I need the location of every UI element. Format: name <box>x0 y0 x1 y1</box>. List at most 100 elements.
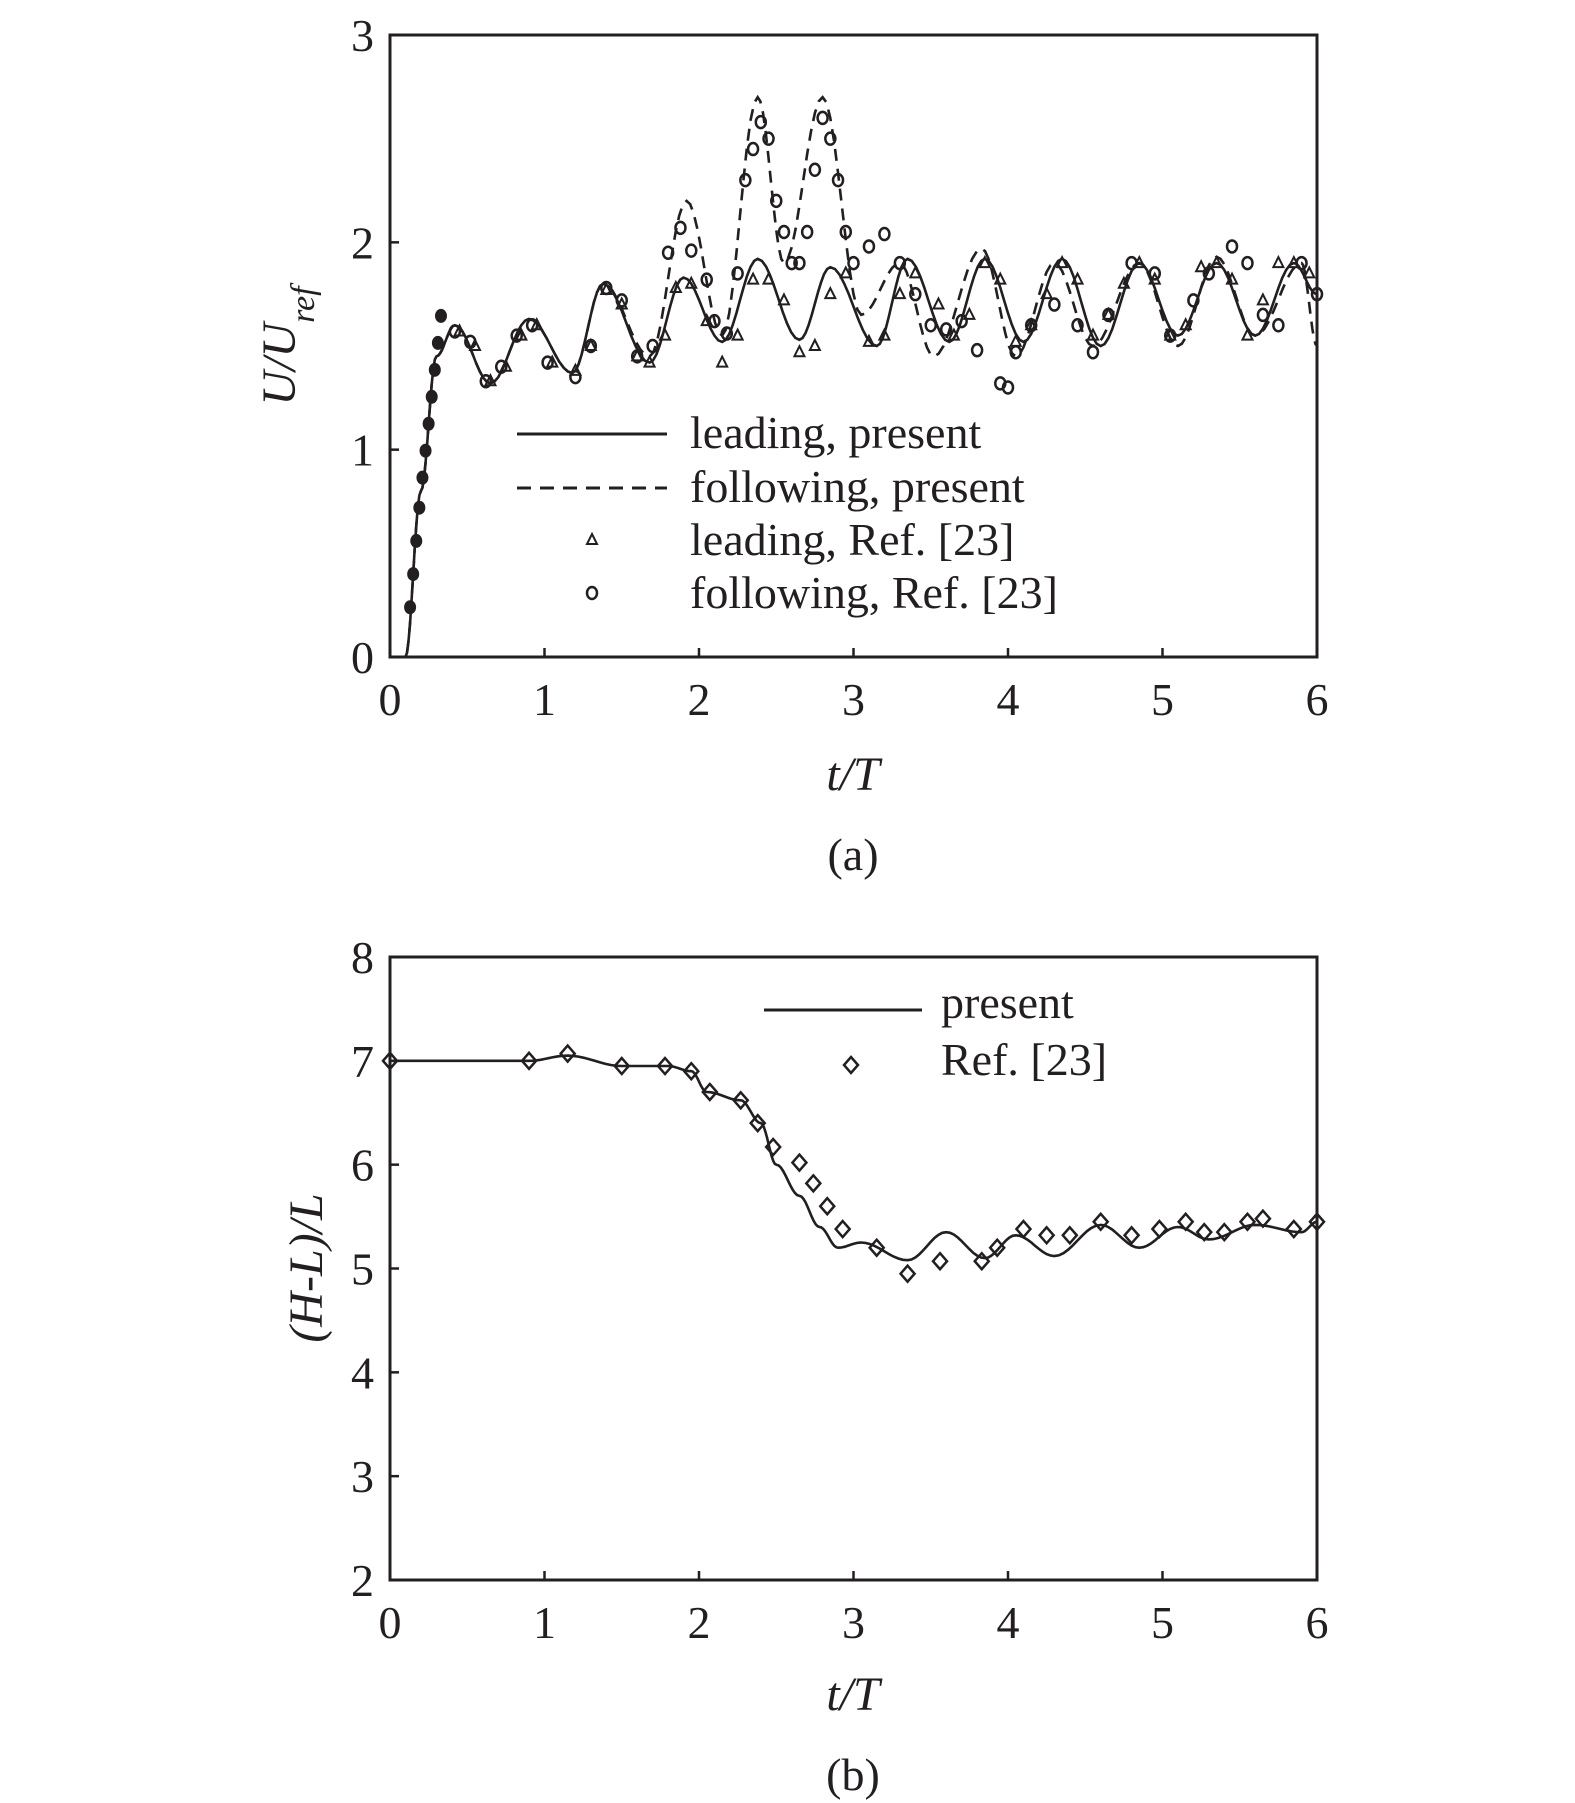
circle-marker <box>1148 266 1162 281</box>
diamond-marker <box>868 1237 886 1258</box>
x-tick-label: 6 <box>1306 674 1329 725</box>
triangle-marker <box>746 271 760 285</box>
x-tick-label: 3 <box>842 1597 865 1648</box>
diamond-marker <box>656 1056 674 1076</box>
rise-marker <box>407 567 420 582</box>
circle-marker <box>1001 380 1015 395</box>
circle-marker <box>785 255 798 271</box>
rise-marker <box>431 335 444 350</box>
circle-marker <box>464 334 477 350</box>
panel-b-xlabel: t/T <box>826 1668 883 1721</box>
x-tick-label: 1 <box>533 1597 556 1648</box>
triangle-marker <box>584 337 598 351</box>
circle-marker <box>970 342 984 358</box>
circle-marker <box>847 255 860 271</box>
panel-b-legend: present Ref. [23] <box>764 977 1107 1085</box>
diamond-marker <box>764 1137 782 1157</box>
rise-marker <box>416 470 429 485</box>
triangle-marker <box>1256 292 1270 306</box>
triangle-marker <box>978 254 992 269</box>
y-tick-label: 0 <box>351 632 374 683</box>
circle-marker <box>770 193 783 209</box>
diamond-marker <box>520 1050 538 1071</box>
panel-b-ticks: 0 1 2 3 4 5 6 2 3 4 5 6 7 8 <box>351 932 1329 1648</box>
panel-a-marks <box>390 94 1324 659</box>
panel-a-caption: (a) <box>827 829 878 880</box>
diamond-marker <box>790 1152 809 1173</box>
triangle-marker <box>1117 275 1131 289</box>
circle-marker <box>685 243 698 258</box>
diamond-marker <box>1092 1211 1110 1232</box>
circle-marker <box>824 131 837 146</box>
diamond-marker <box>1177 1211 1195 1232</box>
circle-marker <box>762 131 775 146</box>
diamond-marker <box>898 1263 917 1284</box>
series-line-solid <box>389 1054 1318 1262</box>
triangle-marker <box>642 354 657 368</box>
circle-marker <box>893 255 907 271</box>
triangle-marker <box>1086 327 1100 341</box>
panel-a-ylabel: U/Uref <box>253 282 322 406</box>
diamond-marker <box>701 1082 719 1102</box>
diamond-marker <box>732 1090 750 1111</box>
circle-marker <box>1024 318 1038 333</box>
triangle-marker <box>823 285 837 300</box>
y-tick-label: 7 <box>351 1036 374 1087</box>
triangle-marker <box>877 327 892 341</box>
y-tick-label: 4 <box>351 1347 374 1398</box>
triangle-marker <box>658 327 672 341</box>
triangle-marker <box>947 327 961 341</box>
circle-marker <box>600 280 613 296</box>
panel-b-marks <box>381 1043 1326 1284</box>
circle-marker <box>878 226 891 242</box>
x-tick-label: 0 <box>379 1597 402 1648</box>
circle-marker <box>862 239 876 254</box>
y-tick-label: 3 <box>351 10 374 61</box>
circle-marker <box>1071 318 1084 333</box>
diamond-marker <box>931 1251 949 1272</box>
diamond-marker <box>682 1061 700 1082</box>
circle-marker <box>831 172 845 188</box>
circle-marker <box>448 324 462 339</box>
triangle-marker <box>931 296 946 310</box>
circle-marker <box>808 162 822 178</box>
panel-a-xlabel: t/T <box>826 748 883 801</box>
diamond-marker <box>818 1196 836 1217</box>
triangle-marker <box>993 271 1007 285</box>
diamond-marker <box>1150 1219 1169 1239</box>
x-tick-label: 5 <box>1151 674 1174 725</box>
triangle-marker <box>568 362 583 376</box>
x-tick-label: 6 <box>1306 1597 1329 1648</box>
rise-marker <box>428 362 441 377</box>
diamond-marker <box>559 1043 577 1064</box>
rise-marker <box>410 533 423 548</box>
panel-b-caption: (b) <box>826 1749 880 1800</box>
rise-marker <box>413 500 426 515</box>
y-tick-label: 8 <box>351 932 374 983</box>
triangle-marker <box>1271 254 1285 269</box>
circle-marker <box>1125 255 1138 271</box>
diamond-marker <box>1014 1219 1033 1239</box>
diamond-marker <box>834 1219 852 1239</box>
circle-marker <box>700 272 713 287</box>
legend-triangle-marker <box>585 531 599 545</box>
triangle-marker <box>777 292 791 306</box>
circle-marker <box>630 349 644 364</box>
y-tick-label: 5 <box>351 1244 374 1295</box>
circle-marker <box>839 224 853 240</box>
diamond-marker <box>1061 1225 1079 1246</box>
legend-label: following, present <box>690 461 1025 512</box>
legend-label: leading, present <box>690 407 981 458</box>
triangle-marker <box>468 337 482 351</box>
circle-marker <box>661 245 675 260</box>
y-tick-label: 1 <box>351 425 374 476</box>
circle-marker <box>720 326 734 341</box>
circle-marker <box>510 328 523 343</box>
diamond-marker <box>1254 1208 1272 1229</box>
x-tick-label: 1 <box>533 674 556 725</box>
circle-marker <box>674 220 687 236</box>
triangle-marker <box>1225 271 1239 285</box>
panel-b: 0 1 2 3 4 5 6 2 3 4 5 6 7 8 t/T (H-L)/L (b) present R… <box>280 932 1329 1800</box>
circle-marker <box>479 373 493 389</box>
